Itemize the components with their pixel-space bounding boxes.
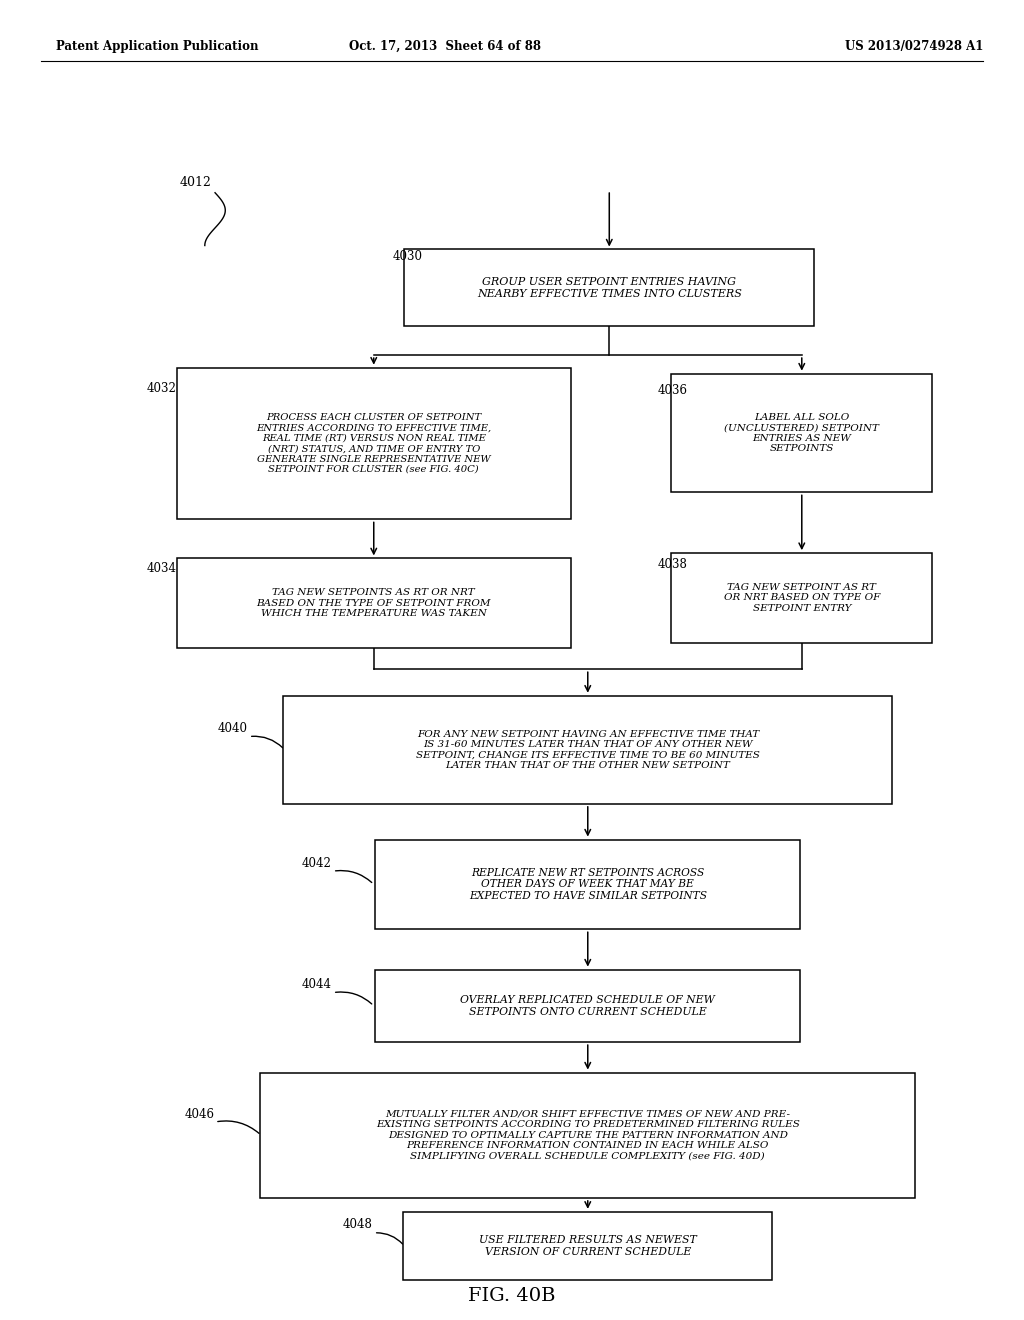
Text: TAG NEW SETPOINT AS RT
OR NRT BASED ON TYPE OF
SETPOINT ENTRY: TAG NEW SETPOINT AS RT OR NRT BASED ON T… [724, 583, 880, 612]
Text: 4032: 4032 [146, 381, 176, 395]
FancyBboxPatch shape [283, 696, 892, 804]
Text: 4034: 4034 [146, 562, 176, 576]
Text: TAG NEW SETPOINTS AS RT OR NRT
BASED ON THE TYPE OF SETPOINT FROM
WHICH THE TEMP: TAG NEW SETPOINTS AS RT OR NRT BASED ON … [256, 589, 492, 618]
FancyBboxPatch shape [403, 1212, 772, 1280]
FancyBboxPatch shape [176, 558, 571, 648]
Text: 4030: 4030 [392, 249, 422, 263]
FancyBboxPatch shape [672, 553, 932, 643]
Text: 4044: 4044 [302, 978, 332, 991]
Text: LABEL ALL SOLO
(UNCLUSTERED) SETPOINT
ENTRIES AS NEW
SETPOINTS: LABEL ALL SOLO (UNCLUSTERED) SETPOINT EN… [724, 413, 880, 453]
Text: 4038: 4038 [657, 558, 687, 572]
Text: USE FILTERED RESULTS AS NEWEST
VERSION OF CURRENT SCHEDULE: USE FILTERED RESULTS AS NEWEST VERSION O… [479, 1236, 696, 1257]
Text: 4048: 4048 [343, 1218, 373, 1232]
Text: 4046: 4046 [184, 1107, 214, 1121]
FancyBboxPatch shape [375, 840, 800, 929]
Text: Patent Application Publication: Patent Application Publication [56, 40, 259, 53]
Text: GROUP USER SETPOINT ENTRIES HAVING
NEARBY EFFECTIVE TIMES INTO CLUSTERS: GROUP USER SETPOINT ENTRIES HAVING NEARB… [477, 277, 741, 298]
FancyBboxPatch shape [404, 249, 814, 326]
Text: FIG. 40B: FIG. 40B [468, 1287, 556, 1305]
FancyBboxPatch shape [260, 1072, 915, 1199]
Text: 4036: 4036 [657, 384, 687, 397]
Text: 4012: 4012 [179, 176, 211, 189]
FancyBboxPatch shape [176, 367, 571, 519]
Text: MUTUALLY FILTER AND/OR SHIFT EFFECTIVE TIMES OF NEW AND PRE-
EXISTING SETPOINTS : MUTUALLY FILTER AND/OR SHIFT EFFECTIVE T… [376, 1110, 800, 1160]
Text: 4040: 4040 [218, 722, 248, 735]
FancyBboxPatch shape [672, 374, 932, 492]
Text: 4042: 4042 [302, 857, 332, 870]
Text: FOR ANY NEW SETPOINT HAVING AN EFFECTIVE TIME THAT
IS 31-60 MINUTES LATER THAN T: FOR ANY NEW SETPOINT HAVING AN EFFECTIVE… [416, 730, 760, 770]
Text: US 2013/0274928 A1: US 2013/0274928 A1 [845, 40, 983, 53]
Text: REPLICATE NEW RT SETPOINTS ACROSS
OTHER DAYS OF WEEK THAT MAY BE
EXPECTED TO HAV: REPLICATE NEW RT SETPOINTS ACROSS OTHER … [469, 867, 707, 902]
Text: PROCESS EACH CLUSTER OF SETPOINT
ENTRIES ACCORDING TO EFFECTIVE TIME,
REAL TIME : PROCESS EACH CLUSTER OF SETPOINT ENTRIES… [256, 413, 492, 474]
FancyBboxPatch shape [375, 969, 800, 1043]
Text: OVERLAY REPLICATED SCHEDULE OF NEW
SETPOINTS ONTO CURRENT SCHEDULE: OVERLAY REPLICATED SCHEDULE OF NEW SETPO… [461, 995, 715, 1016]
Text: Oct. 17, 2013  Sheet 64 of 88: Oct. 17, 2013 Sheet 64 of 88 [349, 40, 542, 53]
